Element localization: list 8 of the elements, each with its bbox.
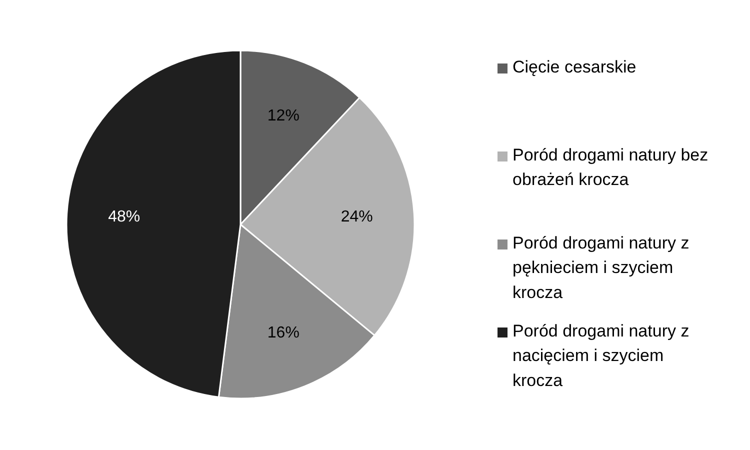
legend-label: Poród drogami natury bez obrażeń krocza bbox=[512, 146, 708, 190]
legend-label: Poród drogami natury z nacięciem i szyciem krocza bbox=[512, 322, 690, 390]
data-label: 12% bbox=[267, 108, 300, 125]
data-label: 24% bbox=[340, 208, 373, 226]
data-label: 48% bbox=[108, 208, 140, 226]
legend-label: Poród drogami natury z pęknieciem i szyciem krocza bbox=[512, 234, 690, 302]
legend-label: Cięcie cesarskie bbox=[512, 58, 636, 76]
data-label: 16% bbox=[267, 324, 300, 342]
